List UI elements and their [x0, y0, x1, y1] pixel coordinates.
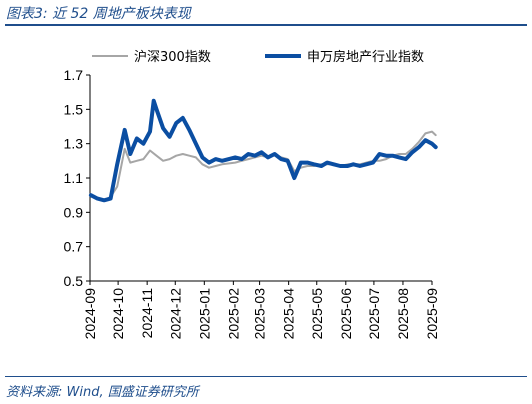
series-line-2	[88, 98, 438, 203]
x-tick-label: 2025-01	[196, 288, 212, 340]
y-tick-label: 1.7	[64, 67, 84, 83]
y-tick-label: 0.5	[64, 273, 84, 289]
x-tick-label: 2025-06	[338, 288, 354, 340]
x-tick-label: 2024-12	[167, 288, 183, 340]
legend-label-2: 申万房地产行业指数	[307, 49, 424, 65]
x-tick-label: 2025-04	[281, 288, 297, 340]
title-rule	[5, 24, 527, 26]
x-tick-label: 2025-05	[309, 288, 325, 340]
chart-legend: 沪深300指数 申万房地产行业指数	[92, 49, 424, 65]
x-tick-label: 2025-08	[395, 288, 411, 340]
x-tick-label: 2025-02	[225, 288, 241, 340]
x-tick-label: 2024-10	[110, 288, 126, 340]
x-tick-label: 2025-03	[252, 288, 268, 340]
y-tick-label: 1.5	[64, 101, 84, 117]
legend-label-1: 沪深300指数	[134, 49, 211, 65]
y-tick-label: 0.7	[64, 239, 84, 255]
series-layer	[88, 98, 438, 203]
source-note: 资料来源: Wind, 国盛证券研究所	[6, 385, 199, 400]
y-tick-label: 0.9	[64, 204, 84, 220]
x-tick-label: 2024-09	[82, 288, 98, 340]
x-tick-label: 2025-09	[424, 288, 440, 340]
x-tick-label: 2024-11	[139, 288, 155, 339]
x-axis: 2024-09 2024-10 2024-11 2024-12 2025-01 2025-…	[82, 280, 440, 340]
figure-title: 图表3: 近 52 周地产板块表现	[6, 6, 191, 22]
source-rule	[5, 376, 527, 377]
y-tick-label: 1.3	[64, 136, 84, 152]
x-tick-label: 2025-07	[366, 288, 382, 340]
y-tick-label: 1.1	[64, 170, 84, 186]
y-axis: 0.5 0.7 0.9 1.1 1.3 1.5 1.7	[64, 67, 91, 289]
